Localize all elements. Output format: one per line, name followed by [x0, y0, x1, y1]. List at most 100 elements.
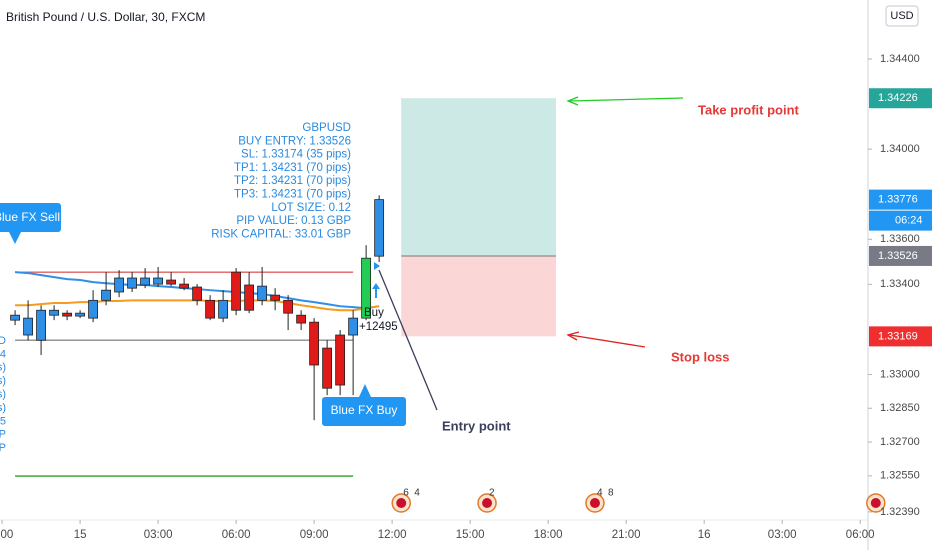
candle-body [309, 321, 320, 366]
x-tick-label: 03:00 [768, 529, 797, 541]
candle-body [179, 283, 190, 289]
candle-body [153, 277, 164, 285]
candle-body [296, 314, 307, 324]
candle-body [101, 289, 111, 301]
candle-body [127, 277, 137, 289]
candle-body [114, 277, 124, 293]
buy-bubble-box [322, 397, 406, 426]
y-tick-label: 1.33600 [880, 233, 920, 245]
cropped-label: s) [0, 402, 6, 414]
candle-body [192, 286, 203, 301]
x-tick-label: 15 [74, 529, 87, 541]
candle-body [10, 314, 20, 321]
cropped-label: s) [0, 389, 6, 401]
candle-body [244, 284, 255, 311]
event-count: 6 [403, 488, 409, 499]
event-icon-inner [396, 498, 407, 508]
cropped-label: 5 [0, 415, 6, 427]
sell-label: Blue FX Sell [0, 210, 60, 224]
cropped-label: D [0, 335, 6, 347]
stop-loss-note: Stop loss [671, 349, 730, 364]
candle-body [88, 299, 98, 319]
info-line: RISK CAPITAL: 33.01 GBP [211, 228, 351, 240]
entry-note: Entry point [442, 418, 511, 433]
profit-zone [401, 98, 556, 256]
countdown-bg [869, 210, 932, 231]
candle-body [283, 299, 294, 314]
candle-body [231, 271, 242, 311]
left-cropped-labels: D4s)s)s)s)5PP [0, 335, 6, 454]
candle-body [348, 317, 359, 336]
candle-body [335, 334, 346, 386]
candle-body [374, 199, 385, 257]
currency-box[interactable] [885, 5, 919, 27]
candle-body [23, 317, 33, 336]
event-count: 4 [414, 488, 420, 499]
countdown: 06:24 [895, 215, 923, 227]
entry-arrow [378, 269, 438, 411]
sell-bubble-pointer [9, 232, 21, 244]
sl-price-label: 1.33169 [878, 330, 918, 342]
sl-price-label-bg [869, 326, 932, 347]
y-tick-label: 1.32850 [880, 402, 920, 414]
cropped-label: s) [0, 375, 6, 387]
info-line: GBPUSD [302, 122, 351, 134]
x-tick-label: 15:00 [456, 529, 485, 541]
last-price-label-bg [869, 189, 932, 210]
tp-price-label-bg [869, 88, 932, 109]
info-line: TP2: 1.34231 (70 pips) [234, 175, 351, 187]
x-tick-label: 09:00 [300, 529, 329, 541]
candle-body [75, 312, 85, 317]
loss-zone [401, 255, 556, 337]
event-icon-inner [482, 498, 493, 508]
y-tick-label: 1.34400 [880, 53, 920, 65]
candle-body [257, 285, 268, 301]
candle-body [270, 294, 281, 301]
info-line: TP3: 1.34231 (70 pips) [234, 189, 351, 201]
event-count: 2 [489, 488, 495, 499]
tp-price-label: 1.34226 [878, 92, 918, 104]
buy-bubble-pointer [359, 384, 371, 397]
y-tick-label: 1.32550 [880, 470, 920, 482]
x-tick-label: 21:00 [612, 529, 641, 541]
candle-body [166, 279, 177, 285]
buy-label: Blue FX Buy [331, 403, 398, 417]
x-tick-label: 06:00 [222, 529, 251, 541]
candle-body [361, 257, 372, 319]
candle-body [49, 309, 59, 316]
sell-bubble-box [0, 203, 61, 232]
take-profit-note: Take profit point [698, 102, 800, 117]
currency[interactable]: USD [890, 10, 913, 22]
y-tick-label: 1.32390 [880, 506, 920, 518]
info-line: LOT SIZE: 0.12 [271, 202, 351, 214]
candle-body [205, 299, 216, 319]
info-line: TP1: 1.34231 (70 pips) [234, 162, 351, 174]
sell-bubble: Blue FX Sell [0, 203, 61, 244]
plot-area [10, 98, 556, 477]
x-tick-label: 16 [698, 529, 711, 541]
chart-title: British Pound / U.S. Dollar, 30, FXCM [6, 10, 205, 24]
event-count: 4 [597, 488, 603, 499]
annotation-arrows [378, 96, 684, 411]
cropped-label: P [0, 442, 6, 454]
x-tick-label: 06:00 [846, 529, 875, 541]
x-tick-label: 03:00 [144, 529, 173, 541]
candle-body [322, 347, 333, 389]
x-tick-label: 12:00 [378, 529, 407, 541]
buy-marker: Buy +12495 [359, 262, 398, 333]
y-tick-label: 1.33000 [880, 368, 920, 380]
cropped-label: 4 [0, 348, 6, 360]
sl-arrow [569, 334, 646, 348]
event-icon-inner [870, 498, 881, 508]
y-tick-label: 1.33400 [880, 278, 920, 290]
entry-marker [374, 262, 380, 270]
sl-arrow-head [566, 331, 580, 341]
info-line: SL: 1.33174 (35 pips) [241, 149, 351, 161]
entry-price-label-bg [869, 245, 932, 266]
buy-arrow-head [372, 283, 380, 289]
event-icon-inner [589, 498, 600, 508]
candle-body [218, 299, 229, 319]
